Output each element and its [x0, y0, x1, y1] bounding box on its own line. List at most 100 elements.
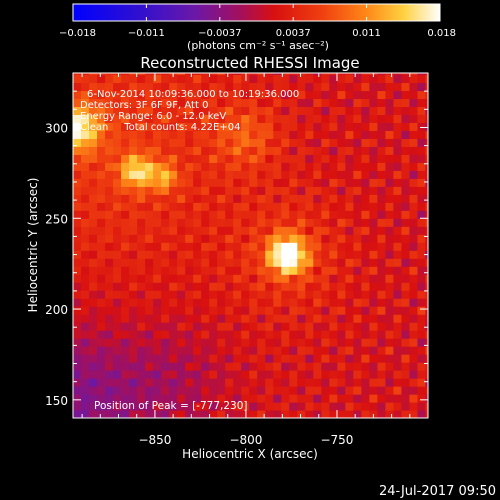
heatmap-pixel	[353, 226, 362, 235]
heatmap-pixel	[225, 234, 234, 243]
heatmap-pixel	[137, 74, 146, 84]
heatmap-pixel	[113, 234, 122, 243]
heatmap-pixel	[233, 178, 242, 187]
heatmap-pixel	[193, 346, 202, 355]
heatmap-pixel	[161, 234, 170, 243]
heatmap-pixel	[385, 226, 395, 235]
heatmap-pixel	[353, 314, 362, 323]
heatmap-pixel	[73, 306, 82, 315]
heatmap-pixel	[353, 98, 362, 108]
heatmap-pixel	[73, 250, 82, 259]
heatmap-pixel	[145, 98, 154, 108]
heatmap-pixel	[161, 114, 170, 123]
heatmap-pixel	[401, 402, 411, 411]
heatmap-pixel	[161, 282, 170, 291]
heatmap-pixel	[249, 338, 258, 347]
heatmap-pixel	[409, 210, 419, 219]
heatmap-pixel	[137, 202, 146, 211]
heatmap-pixel	[353, 194, 362, 203]
heatmap-pixel	[145, 138, 154, 147]
heatmap-pixel	[417, 106, 427, 115]
heatmap-pixel	[73, 258, 82, 267]
heatmap-pixel	[169, 274, 178, 283]
heatmap-pixel	[321, 338, 330, 347]
heatmap-pixel	[217, 274, 226, 283]
heatmap-pixel	[209, 378, 218, 387]
heatmap-pixel	[153, 178, 162, 187]
heatmap-pixel	[273, 362, 282, 371]
heatmap-pixel	[177, 218, 186, 227]
heatmap-pixel	[73, 274, 82, 283]
heatmap-pixel	[121, 154, 130, 163]
heatmap-pixel	[297, 162, 306, 171]
heatmap-pixel	[265, 170, 274, 179]
heatmap-pixel	[385, 410, 395, 418]
heatmap-pixel	[273, 114, 282, 123]
heatmap-pixel	[321, 74, 330, 84]
heatmap-pixel	[225, 130, 234, 139]
heatmap-pixel	[121, 130, 130, 139]
heatmap-pixel	[257, 338, 266, 347]
heatmap-pixel	[129, 98, 138, 108]
heatmap-pixel	[113, 162, 122, 171]
y-tick-label: 150	[45, 394, 68, 408]
heatmap-pixel	[257, 226, 266, 235]
heatmap-pixel	[129, 338, 138, 347]
heatmap-pixel	[425, 122, 428, 131]
heatmap-pixel	[233, 170, 242, 179]
heatmap-pixel	[81, 250, 90, 259]
heatmap-pixel	[377, 74, 386, 84]
heatmap-pixel	[345, 138, 354, 147]
heatmap-pixel	[369, 266, 378, 275]
heatmap-pixel	[393, 114, 403, 123]
heatmap-pixel	[105, 330, 114, 339]
heatmap-pixel	[385, 73, 395, 76]
heatmap-pixel	[377, 370, 386, 379]
heatmap-pixel	[257, 386, 266, 395]
heatmap-pixel	[97, 410, 106, 418]
heatmap-pixel	[193, 138, 202, 147]
heatmap-pixel	[297, 130, 306, 139]
heatmap-pixel	[81, 330, 90, 339]
heatmap-pixel	[185, 146, 194, 155]
heatmap-pixel	[89, 178, 98, 187]
heatmap-pixel	[409, 82, 419, 92]
heatmap-pixel	[297, 122, 306, 131]
heatmap-pixel	[313, 282, 322, 291]
heatmap-pixel	[137, 210, 146, 219]
heatmap-pixel	[313, 202, 322, 211]
heatmap-pixel	[193, 250, 202, 259]
heatmap-pixel	[369, 170, 378, 179]
heatmap-pixel	[305, 73, 314, 76]
heatmap-pixel	[121, 106, 130, 115]
heatmap-pixel	[193, 146, 202, 155]
heatmap-pixel	[201, 114, 210, 123]
heatmap-pixel	[337, 242, 346, 251]
heatmap-pixel	[113, 154, 122, 163]
heatmap-pixel	[201, 242, 210, 251]
heatmap-pixel	[369, 386, 378, 395]
heatmap-pixel	[257, 122, 266, 131]
heatmap-pixel	[185, 98, 194, 108]
heatmap-pixel	[121, 250, 130, 259]
heatmap-pixel	[209, 234, 218, 243]
heatmap-pixel	[289, 73, 298, 76]
heatmap-pixel	[329, 194, 338, 203]
heatmap-pixel	[201, 130, 210, 139]
heatmap-pixel	[377, 394, 386, 403]
heatmap-pixel	[153, 298, 162, 307]
heatmap-pixel	[241, 282, 250, 291]
heatmap-pixel	[225, 170, 234, 179]
heatmap-pixel	[313, 130, 322, 139]
heatmap-pixel	[297, 330, 306, 339]
heatmap-pixel	[409, 330, 419, 339]
heatmap-pixel	[201, 266, 210, 275]
heatmap-pixel	[89, 202, 98, 211]
heatmap-pixel	[265, 362, 274, 371]
heatmap-pixel	[353, 330, 362, 339]
heatmap-pixel	[145, 338, 154, 347]
heatmap-pixel	[385, 234, 395, 243]
heatmap-pixel	[105, 218, 114, 227]
heatmap-pixel	[113, 290, 122, 299]
heatmap-pixel	[81, 298, 90, 307]
